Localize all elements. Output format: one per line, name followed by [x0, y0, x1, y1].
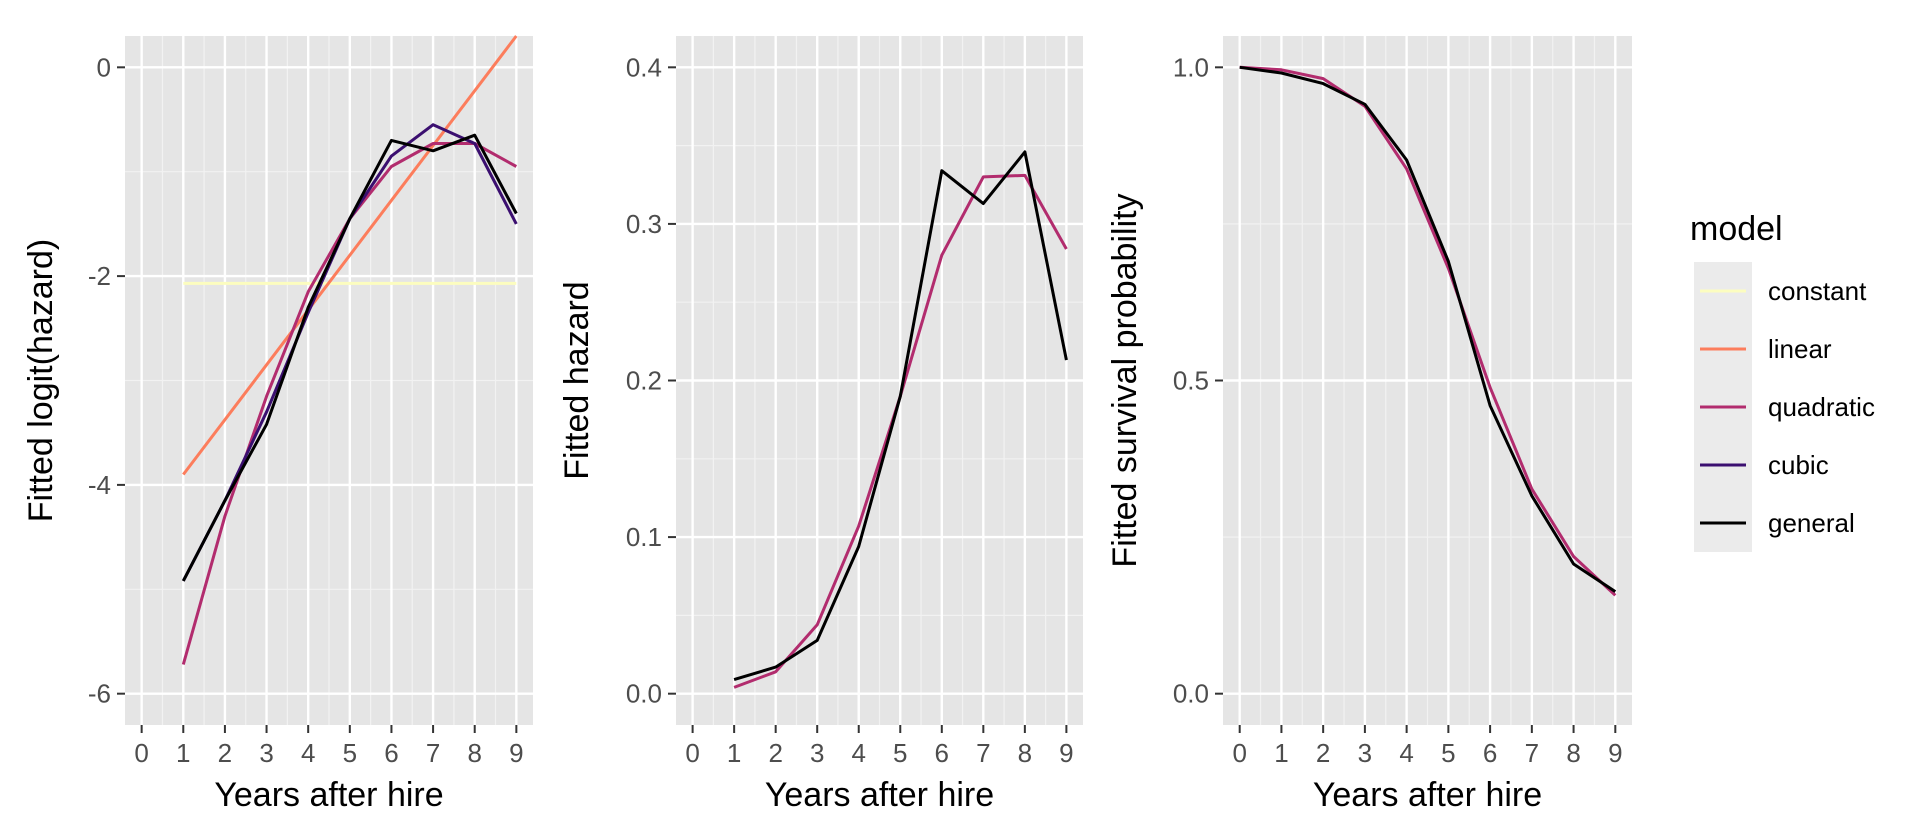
x-axis-title: Years after hire: [214, 776, 443, 814]
series-line-quadratic: [1239, 65, 1617, 597]
legend-label-constant: constant: [1768, 276, 1867, 306]
y-axis-title: Fitted logit(hazard): [22, 239, 60, 522]
x-axis-title: Years after hire: [765, 776, 994, 814]
y-tick-label: 0.0: [1173, 679, 1209, 709]
y-tick-label: 0: [97, 52, 111, 82]
legend-label-general: general: [1768, 508, 1855, 538]
x-tick-label: 7: [1525, 738, 1539, 768]
x-tick-label: 1: [1274, 738, 1288, 768]
x-tick-label: 5: [893, 738, 907, 768]
x-tick-label: 3: [810, 738, 824, 768]
x-tick-label: 3: [259, 738, 273, 768]
y-tick-label: 1.0: [1173, 52, 1209, 82]
x-tick-label: 7: [426, 738, 440, 768]
series-line-general: [1239, 65, 1617, 593]
x-tick-label: 3: [1358, 738, 1372, 768]
x-tick-label: 2: [218, 738, 232, 768]
legend-title: model: [1690, 210, 1783, 248]
x-tick-label: 0: [1232, 738, 1246, 768]
x-tick-label: 8: [1566, 738, 1580, 768]
x-tick-label: 5: [1441, 738, 1455, 768]
y-tick-label: 0.2: [626, 366, 662, 396]
x-tick-label: 6: [935, 738, 949, 768]
y-tick-label: -4: [88, 470, 111, 500]
x-tick-label: 4: [852, 738, 866, 768]
panel-3: 0.0 0.5 1.0 0 1 2 3 4 5 6 7 8 9 Years after hire Fitte…: [1106, 36, 1632, 814]
x-axis-title: Years after hire: [1313, 776, 1542, 814]
series-line-general: [181, 133, 518, 582]
x-tick-label: 9: [509, 738, 523, 768]
y-axis-title: Fitted hazard: [558, 281, 596, 479]
x-tick-label: 9: [1059, 738, 1073, 768]
y-tick-label: -2: [88, 261, 111, 291]
legend: model constant linear quadratic cubic general: [1690, 210, 1875, 552]
legend-label-cubic: cubic: [1768, 450, 1829, 480]
y-axis-title: Fitted survival probability: [1106, 193, 1144, 567]
y-tick-label: 0.1: [626, 522, 662, 552]
x-tick-label: 6: [1483, 738, 1497, 768]
x-tick-label: 0: [685, 738, 699, 768]
legend-label-quadratic: quadratic: [1768, 392, 1875, 422]
x-tick-label: 8: [467, 738, 481, 768]
x-tick-label: 5: [343, 738, 357, 768]
x-tick-label: 9: [1608, 738, 1622, 768]
x-tick-label: 6: [384, 738, 398, 768]
panel-2: 0.0 0.1 0.2 0.3 0.4 0 1 2 3 4 5 6 7 8 9 Years after hir…: [558, 36, 1083, 814]
y-tick-label: -6: [88, 679, 111, 709]
x-tick-label: 1: [176, 738, 190, 768]
legend-label-linear: linear: [1768, 334, 1832, 364]
x-tick-label: 4: [1399, 738, 1413, 768]
y-tick-label: 0.3: [626, 209, 662, 239]
x-tick-label: 7: [976, 738, 990, 768]
x-tick-label: 0: [134, 738, 148, 768]
y-tick-label: 0.0: [626, 679, 662, 709]
x-tick-label: 2: [768, 738, 782, 768]
y-tick-label: 0.5: [1173, 366, 1209, 396]
series-line-linear: [182, 35, 518, 476]
x-tick-label: 2: [1316, 738, 1330, 768]
y-tick-label: 0.4: [626, 52, 662, 82]
x-tick-label: 8: [1018, 738, 1032, 768]
x-tick-label: 1: [727, 738, 741, 768]
series-line-general: [733, 150, 1068, 682]
x-tick-label: 4: [301, 738, 315, 768]
